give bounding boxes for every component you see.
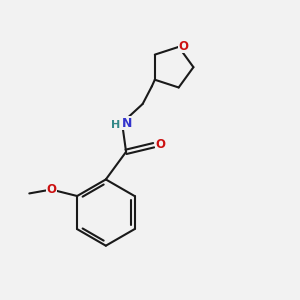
Text: H: H bbox=[111, 120, 120, 130]
Text: O: O bbox=[179, 40, 189, 52]
Text: O: O bbox=[155, 138, 165, 151]
Text: O: O bbox=[46, 183, 56, 196]
Text: N: N bbox=[122, 117, 132, 130]
